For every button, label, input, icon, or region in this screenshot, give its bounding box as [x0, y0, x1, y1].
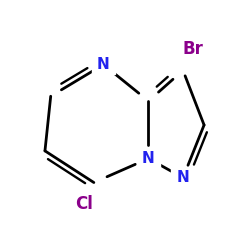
Text: Br: Br [182, 40, 203, 58]
Text: N: N [97, 57, 110, 72]
Text: N: N [142, 151, 155, 166]
Bar [172, 168, 194, 187]
Bar [70, 194, 99, 213]
Text: Cl: Cl [75, 194, 93, 212]
Bar [175, 40, 210, 59]
Bar [92, 55, 115, 74]
Bar [137, 149, 160, 168]
Text: N: N [176, 170, 189, 185]
